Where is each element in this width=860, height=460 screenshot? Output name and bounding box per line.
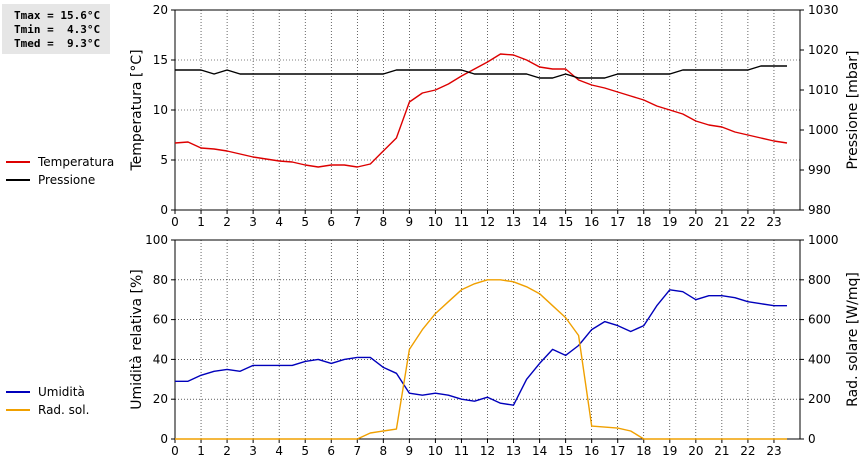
bottom-xtick-label-2: 2	[223, 444, 231, 458]
bottom-xtick-label-17: 17	[610, 444, 625, 458]
bottom-xtick-label-16: 16	[584, 444, 599, 458]
top-y2tick-label-1020: 1020	[808, 43, 839, 57]
top-xtick-label-17: 17	[610, 215, 625, 229]
bottom-y2tick-label-600: 600	[808, 313, 831, 327]
top-xtick-label-4: 4	[275, 215, 283, 229]
legend-temperatura: Temperatura	[6, 153, 114, 171]
stats-tmed: Tmed = 9.3°C	[14, 37, 101, 50]
top-xtick-label-8: 8	[380, 215, 388, 229]
bottom-xtick-label-14: 14	[532, 444, 547, 458]
top-xtick-label-22: 22	[740, 215, 755, 229]
bottom-y2tick-label-400: 400	[808, 352, 831, 366]
top-ytick-label-20: 20	[153, 3, 168, 17]
bottom-ytick-label-100: 100	[145, 233, 168, 247]
top-xtick-label-21: 21	[714, 215, 729, 229]
top-xtick-label-10: 10	[428, 215, 443, 229]
bottom-xtick-label-13: 13	[506, 444, 521, 458]
bottom-y2tick-label-0: 0	[808, 432, 816, 446]
top-y2tick-label-990: 990	[808, 163, 831, 177]
bottom-xtick-label-11: 11	[454, 444, 469, 458]
stats-tmin: Tmin = 4.3°C	[14, 23, 101, 36]
bottom-y2tick-label-1000: 1000	[808, 233, 839, 247]
top-ytick-label-5: 5	[160, 153, 168, 167]
top-y2tick-label-1010: 1010	[808, 83, 839, 97]
bottom-xtick-label-0: 0	[171, 444, 179, 458]
stats-box: Tmax = 15.6°C Tmin = 4.3°C Tmed = 9.3°C	[2, 4, 110, 54]
legend-radsol-swatch	[6, 409, 30, 411]
top-xtick-label-13: 13	[506, 215, 521, 229]
bottom-xtick-label-21: 21	[714, 444, 729, 458]
bottom-xtick-label-15: 15	[558, 444, 573, 458]
bottom-series-rad-sol	[175, 279, 787, 440]
bottom-series-umidit	[175, 289, 787, 406]
top-xtick-label-12: 12	[480, 215, 495, 229]
legend-umidita-swatch	[6, 391, 30, 393]
bottom-xtick-label-5: 5	[301, 444, 309, 458]
bottom-ylabel: Umidità relativa [%]	[129, 269, 145, 410]
top-xtick-label-0: 0	[171, 215, 179, 229]
legend-radsol: Rad. sol.	[6, 401, 89, 419]
top-xtick-label-19: 19	[662, 215, 677, 229]
top-xtick-label-14: 14	[532, 215, 547, 229]
legend-pressione-label: Pressione	[38, 173, 96, 187]
bottom-xtick-label-10: 10	[428, 444, 443, 458]
top-xtick-label-23: 23	[766, 215, 781, 229]
top-xtick-label-1: 1	[197, 215, 205, 229]
legend-temperatura-label: Temperatura	[38, 155, 115, 169]
bottom-xtick-label-8: 8	[380, 444, 388, 458]
top-ytick-label-15: 15	[153, 53, 168, 67]
bottom-y2tick-label-200: 200	[808, 392, 831, 406]
top-ytick-label-10: 10	[153, 103, 168, 117]
top-y2tick-label-1000: 1000	[808, 123, 839, 137]
stats-tmax: Tmax = 15.6°C	[14, 9, 101, 22]
bottom-xtick-label-19: 19	[662, 444, 677, 458]
legend-radsol-label: Rad. sol.	[38, 403, 90, 417]
top-xtick-label-7: 7	[353, 215, 361, 229]
top-xtick-label-3: 3	[249, 215, 257, 229]
bottom-xtick-label-3: 3	[249, 444, 257, 458]
top-series-pressione	[175, 65, 787, 79]
bottom-xtick-label-18: 18	[636, 444, 651, 458]
top-xtick-label-2: 2	[223, 215, 231, 229]
bottom-ytick-label-40: 40	[153, 352, 168, 366]
top-series-temperatura	[174, 53, 788, 168]
bottom-xtick-label-6: 6	[327, 444, 335, 458]
legend-pressione: Pressione	[6, 171, 95, 189]
bottom-xtick-label-1: 1	[197, 444, 205, 458]
top-xtick-label-6: 6	[327, 215, 335, 229]
bottom-ytick-label-60: 60	[153, 313, 168, 327]
bottom-ytick-label-80: 80	[153, 273, 168, 287]
bottom-xtick-label-22: 22	[740, 444, 755, 458]
legend-umidita: Umidità	[6, 383, 85, 401]
bottom-xtick-label-23: 23	[766, 444, 781, 458]
top-xtick-label-11: 11	[454, 215, 469, 229]
bottom-xtick-label-20: 20	[688, 444, 703, 458]
top-ytick-label-0: 0	[160, 203, 168, 217]
legend-pressione-swatch	[6, 179, 30, 181]
top-y2tick-label-980: 980	[808, 203, 831, 217]
top-xtick-label-5: 5	[301, 215, 309, 229]
bottom-xtick-label-9: 9	[406, 444, 414, 458]
bottom-xtick-label-12: 12	[480, 444, 495, 458]
top-y2label: Pressione [mbar]	[845, 50, 860, 169]
top-y2tick-label-1030: 1030	[808, 3, 839, 17]
top-xtick-label-9: 9	[406, 215, 414, 229]
legend-temperatura-swatch	[6, 161, 30, 163]
top-xtick-label-20: 20	[688, 215, 703, 229]
legend-umidita-label: Umidità	[38, 385, 85, 399]
top-xtick-label-18: 18	[636, 215, 651, 229]
bottom-y2tick-label-800: 800	[808, 273, 831, 287]
bottom-ytick-label-0: 0	[160, 432, 168, 446]
top-xtick-label-15: 15	[558, 215, 573, 229]
bottom-y2label: Rad. solare [W/mq]	[845, 272, 860, 407]
bottom-xtick-label-4: 4	[275, 444, 283, 458]
top-ylabel: Temperatura [°C]	[129, 49, 145, 171]
bottom-xtick-label-7: 7	[353, 444, 361, 458]
top-xtick-label-16: 16	[584, 215, 599, 229]
bottom-ytick-label-20: 20	[153, 392, 168, 406]
